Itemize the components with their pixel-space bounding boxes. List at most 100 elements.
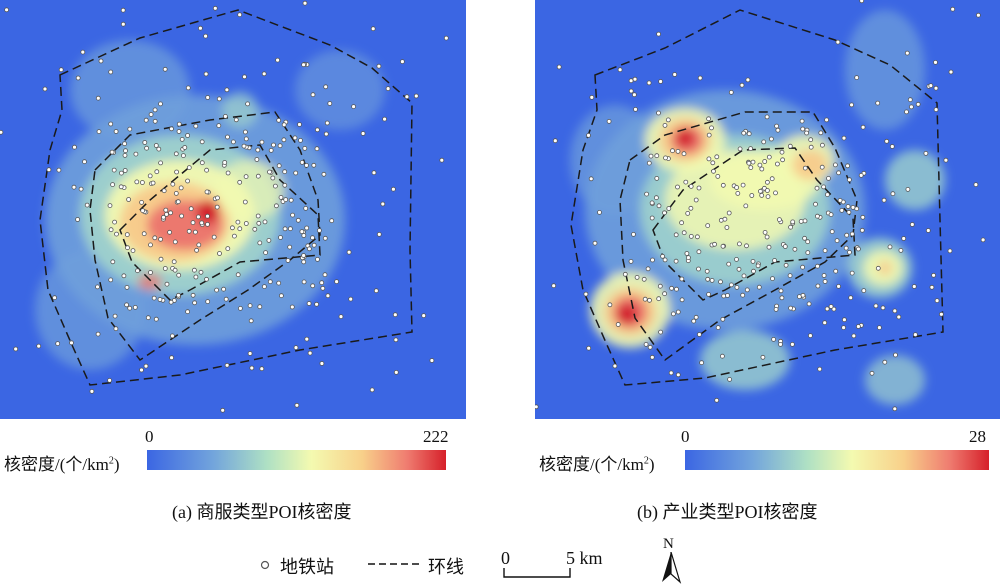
- station-marker: [323, 131, 329, 137]
- station-marker: [841, 135, 847, 141]
- station-marker: [164, 211, 169, 217]
- station-marker: [759, 192, 765, 198]
- station-marker: [712, 241, 718, 247]
- station-marker: [193, 123, 199, 129]
- station-marker: [736, 266, 742, 272]
- station-marker: [114, 231, 119, 237]
- station-marker: [55, 341, 61, 347]
- station-marker: [808, 144, 814, 150]
- station-marker: [905, 186, 911, 192]
- station-marker: [314, 301, 320, 307]
- station-marker: [632, 92, 637, 98]
- station-marker: [647, 344, 653, 350]
- station-marker: [314, 146, 320, 152]
- station-marker: [835, 39, 841, 45]
- station-marker: [288, 197, 294, 203]
- station-marker: [314, 127, 320, 133]
- north-label: N: [663, 536, 674, 552]
- station-marker: [848, 295, 854, 301]
- station-marker: [272, 183, 278, 189]
- station-marker: [176, 292, 181, 298]
- station-marker: [390, 186, 396, 192]
- station-marker: [743, 203, 749, 209]
- colorbar-a: [147, 450, 446, 470]
- station-marker: [849, 231, 855, 237]
- station-marker: [127, 126, 133, 132]
- station-marker: [152, 107, 158, 113]
- station-marker: [950, 6, 956, 12]
- station-marker: [382, 116, 388, 122]
- station-marker: [815, 283, 821, 289]
- station-marker: [804, 130, 810, 136]
- station-marker: [837, 197, 843, 203]
- station-marker: [376, 231, 382, 237]
- station-marker: [224, 87, 230, 93]
- station-marker: [307, 350, 313, 356]
- station-marker: [798, 218, 804, 224]
- station-marker: [642, 296, 648, 302]
- station-marker: [586, 345, 592, 351]
- station-marker: [306, 246, 312, 252]
- station-marker: [828, 212, 834, 218]
- station-marker: [672, 72, 678, 77]
- station-marker: [551, 283, 557, 289]
- station-marker: [393, 369, 399, 375]
- station-marker: [800, 126, 806, 132]
- station-marker: [122, 152, 128, 158]
- station-marker: [882, 359, 888, 365]
- station-marker: [749, 193, 755, 198]
- station-marker: [334, 279, 340, 285]
- station-marker: [890, 191, 896, 197]
- station-marker: [817, 366, 823, 372]
- station-marker: [168, 210, 174, 216]
- station-marker: [107, 203, 113, 209]
- station-marker: [301, 279, 307, 285]
- station-marker: [316, 228, 322, 233]
- station-marker: [204, 189, 210, 195]
- station-marker: [641, 276, 647, 282]
- station-marker: [741, 130, 747, 136]
- station-marker: [112, 313, 118, 319]
- station-marker: [231, 233, 237, 239]
- station-marker: [822, 279, 828, 284]
- station-marker: [846, 209, 852, 215]
- station-marker: [179, 213, 185, 219]
- station-marker: [161, 214, 166, 220]
- station-marker: [824, 306, 830, 312]
- station-marker: [845, 163, 851, 169]
- station-marker: [302, 0, 308, 6]
- station-marker: [393, 337, 399, 343]
- station-marker: [980, 237, 986, 243]
- station-marker: [860, 124, 866, 130]
- station-marker: [844, 232, 850, 238]
- station-marker: [153, 143, 159, 148]
- station-marker: [315, 256, 320, 262]
- station-marker: [896, 314, 902, 320]
- station-marker: [196, 242, 202, 248]
- station-marker: [147, 173, 153, 179]
- station-marker: [259, 139, 265, 145]
- station-marker: [841, 317, 847, 323]
- station-marker: [439, 157, 445, 163]
- station-marker: [192, 229, 198, 235]
- station-marker: [662, 257, 668, 263]
- station-marker: [194, 247, 200, 253]
- map-panel-commercial: [0, 0, 466, 419]
- station-marker: [744, 243, 749, 249]
- station-marker: [774, 123, 780, 129]
- station-marker: [98, 58, 104, 64]
- station-marker: [699, 360, 705, 366]
- station-marker: [681, 230, 687, 236]
- station-marker: [127, 305, 133, 311]
- station-marker: [205, 299, 211, 305]
- station-marker: [915, 101, 921, 107]
- station-marker: [290, 212, 296, 218]
- station-marker: [233, 117, 239, 123]
- station-marker: [82, 159, 87, 165]
- station-marker: [124, 232, 130, 238]
- station-marker: [799, 118, 805, 124]
- station-marker: [254, 157, 260, 162]
- station-marker: [858, 172, 864, 178]
- station-marker: [125, 245, 130, 251]
- ring-label: 环线: [428, 557, 464, 577]
